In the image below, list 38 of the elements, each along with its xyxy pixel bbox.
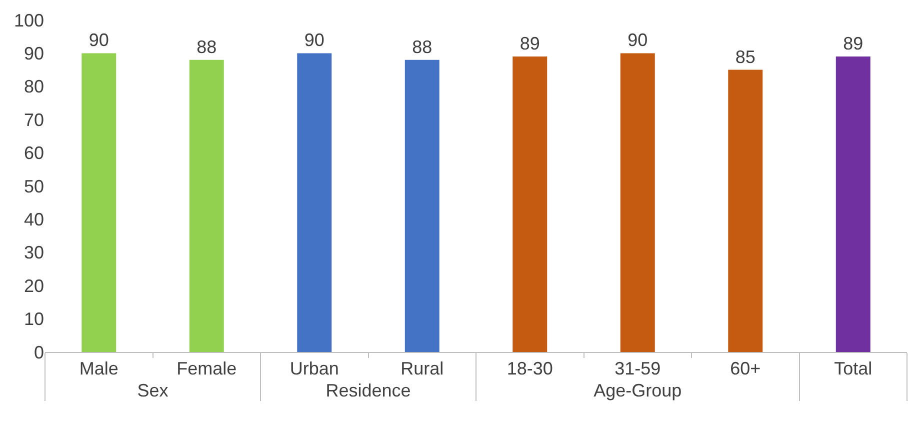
y-tick-label: 40 bbox=[24, 210, 44, 230]
data-label: 85 bbox=[735, 46, 756, 67]
x-tick-label: Female bbox=[176, 358, 237, 379]
data-label: 89 bbox=[520, 34, 540, 54]
y-tick-label: 30 bbox=[24, 242, 44, 263]
x-tick-label: 18-30 bbox=[506, 358, 553, 379]
text: Sex bbox=[137, 380, 168, 401]
bar bbox=[836, 56, 870, 352]
data-label: 88 bbox=[196, 36, 217, 57]
y-tick-label: 90 bbox=[24, 44, 44, 64]
bar bbox=[189, 60, 224, 352]
data-label: 88 bbox=[412, 36, 432, 57]
y-tick-label: 0 bbox=[34, 342, 44, 362]
x-tick-label: Total bbox=[834, 358, 872, 379]
data-label: 89 bbox=[843, 34, 864, 54]
data-label: 90 bbox=[628, 30, 648, 50]
text: Age-Group bbox=[594, 380, 682, 401]
bar bbox=[82, 53, 116, 352]
bar bbox=[404, 60, 440, 352]
bar bbox=[728, 70, 763, 352]
bar bbox=[620, 53, 655, 352]
y-tick-label: 60 bbox=[24, 143, 44, 164]
bar bbox=[512, 56, 548, 352]
y-tick-label: 10 bbox=[24, 309, 44, 330]
x-tick-label: 31-59 bbox=[614, 358, 661, 379]
y-tick-label: 100 bbox=[14, 10, 44, 30]
x-tick-label: Urban bbox=[290, 358, 339, 379]
y-tick-label: 20 bbox=[24, 276, 44, 296]
data-label: 90 bbox=[88, 30, 109, 50]
y-tick-label: 50 bbox=[24, 176, 44, 196]
x-tick-label: 60+ bbox=[730, 358, 761, 379]
x-tick-label: Rural bbox=[400, 358, 444, 379]
text: Residence bbox=[326, 380, 411, 401]
y-tick-label: 80 bbox=[24, 76, 44, 97]
data-label: 90 bbox=[304, 30, 324, 50]
y-tick-label: 70 bbox=[24, 110, 44, 130]
x-tick-label: Male bbox=[79, 358, 118, 379]
bar bbox=[297, 53, 332, 352]
